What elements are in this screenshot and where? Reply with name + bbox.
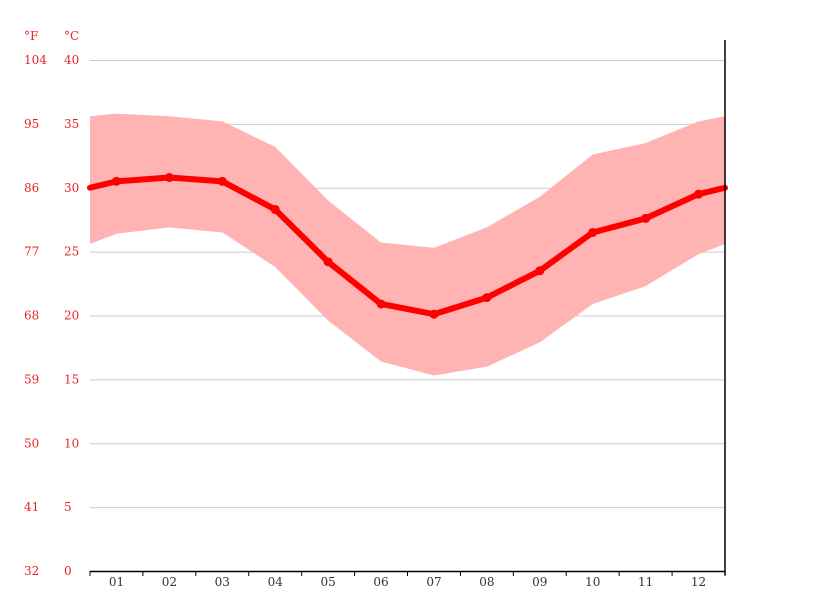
x-tick-label: 07 — [426, 575, 441, 589]
data-point — [376, 299, 386, 309]
y-tick-celsius: 40 — [64, 53, 79, 67]
x-tick-label: 06 — [373, 575, 388, 589]
x-tick-label: 05 — [320, 575, 335, 589]
x-tick-label: 11 — [638, 575, 653, 589]
data-point — [323, 257, 333, 267]
x-axis-ticks: 01 02 03 04 05 06 07 08 09 10 11 12 — [89, 571, 726, 589]
y-tick-celsius: 15 — [64, 372, 79, 386]
y-tick-celsius: 25 — [64, 245, 79, 259]
data-point — [535, 266, 545, 276]
y-tick-celsius: 35 — [64, 117, 79, 131]
x-tick-label: 03 — [215, 575, 230, 589]
y-tick-fahrenheit: 104 — [24, 53, 47, 67]
y-tick-celsius: 0 — [64, 564, 72, 578]
data-point — [111, 176, 121, 186]
x-tick-label: 01 — [109, 575, 124, 589]
x-tick-label: 12 — [691, 575, 706, 589]
x-tick-label: 08 — [479, 575, 494, 589]
average-temperature-line — [87, 174, 728, 318]
y-tick-fahrenheit: 68 — [24, 309, 39, 323]
x-tick-label: 02 — [162, 575, 177, 589]
data-point — [694, 189, 704, 199]
y-tick-celsius: 10 — [64, 436, 79, 450]
data-point — [429, 309, 439, 319]
y-tick-fahrenheit: 50 — [24, 436, 39, 450]
data-point — [164, 173, 174, 183]
data-point — [217, 176, 227, 186]
data-point — [588, 227, 598, 237]
x-tick-label: 09 — [532, 575, 547, 589]
y-tick-fahrenheit: 59 — [24, 372, 39, 386]
y-tick-fahrenheit: 95 — [24, 117, 39, 131]
y-tick-celsius: 20 — [64, 309, 79, 323]
data-point — [482, 293, 492, 303]
y-axis-ticks: 32 0 41 5 50 10 59 15 68 20 77 25 86 30 95 35 104 40 — [24, 53, 79, 578]
y-tick-celsius: 5 — [64, 500, 72, 514]
y-tick-fahrenheit: 41 — [24, 500, 39, 514]
data-point — [641, 213, 651, 223]
y-tick-fahrenheit: 77 — [24, 245, 39, 259]
y-tick-fahrenheit: 86 — [24, 181, 39, 195]
y-tick-fahrenheit: 32 — [24, 564, 39, 578]
temperature-range-band — [90, 113, 725, 376]
x-tick-label: 10 — [585, 575, 600, 589]
data-point — [270, 204, 280, 214]
data-points — [111, 173, 704, 319]
x-tick-label: 04 — [268, 575, 284, 589]
unit-fahrenheit: °F — [24, 29, 38, 43]
unit-celsius: °C — [64, 29, 79, 43]
y-tick-celsius: 30 — [64, 181, 79, 195]
